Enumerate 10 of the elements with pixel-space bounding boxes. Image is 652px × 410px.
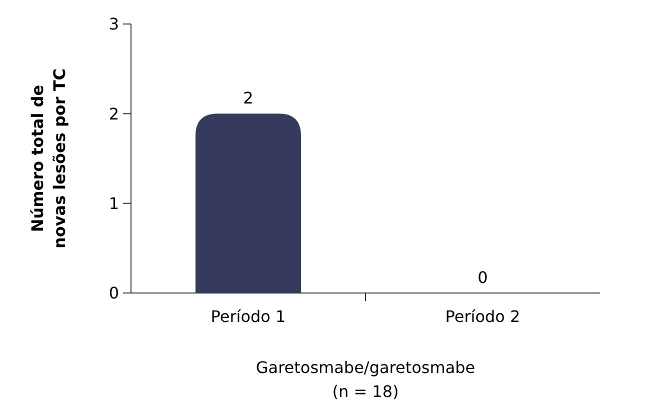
y-axis-title: Número total de novas lesões por TC bbox=[28, 68, 69, 249]
y-tick-label: 1 bbox=[108, 194, 119, 213]
y-tick-label: 3 bbox=[108, 14, 119, 34]
x-axis-title: Garetosmabe/garetosmabe (n = 18) bbox=[256, 358, 476, 401]
y-tick-label: 0 bbox=[108, 284, 119, 303]
x-tick-label: Período 2 bbox=[445, 307, 520, 326]
y-tick-label: 2 bbox=[108, 104, 119, 124]
data-label: 0 bbox=[478, 268, 488, 287]
data-label: 2 bbox=[243, 88, 254, 108]
x-tick-label: Período 1 bbox=[210, 307, 286, 326]
